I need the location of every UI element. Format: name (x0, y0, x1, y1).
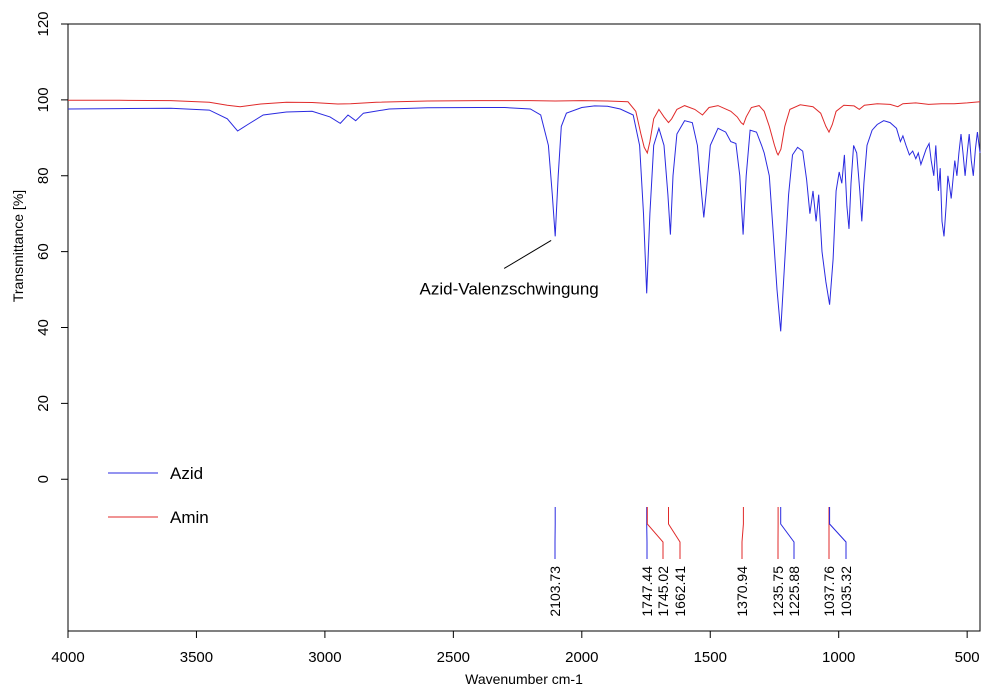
series-line-amin (68, 99, 981, 156)
peak-marker-label: 1370.94 (734, 566, 750, 617)
y-axis-label: Transmittance [%] (10, 190, 26, 302)
peak-marker-label: 1035.32 (838, 566, 854, 617)
peak-marker-label: 1747.44 (639, 566, 655, 617)
peak-marker-label: 1037.76 (821, 566, 837, 617)
peak-marker-label: 1745.02 (655, 566, 671, 617)
y-tick-label: 20 (35, 395, 52, 412)
peak-marker-label: 2103.73 (547, 566, 563, 617)
annotation: Azid-Valenzschwingung (420, 240, 599, 298)
y-tick-label: 40 (35, 319, 52, 336)
x-tick-label: 2500 (437, 649, 470, 666)
x-tick-label: 3000 (308, 649, 341, 666)
x-tick-label: 500 (955, 649, 980, 666)
peak-marker-label: 1235.75 (770, 566, 786, 617)
annotation-label: Azid-Valenzschwingung (420, 279, 599, 298)
x-tick-label: 1000 (822, 649, 855, 666)
peak-marker-line (780, 507, 795, 559)
y-tick-label: 60 (35, 243, 52, 260)
x-tick-label: 3500 (180, 649, 213, 666)
peak-marker-label: 1662.41 (672, 566, 688, 617)
peak-markers: 2103.73 1747.44 1745.02 1662.41 1370.94 1235.… (547, 507, 854, 617)
y-tick-label: 0 (35, 475, 52, 483)
series-line-azid (67, 105, 981, 332)
y-axis: 0 20 40 60 80 100 120 (35, 11, 68, 483)
x-tick-label: 2000 (565, 649, 598, 666)
legend-label-amin: Amin (170, 508, 209, 527)
peak-marker-line (741, 507, 744, 559)
peak-marker-line (646, 507, 664, 559)
legend-label-azid: Azid (170, 464, 203, 483)
y-tick-label: 80 (35, 167, 52, 184)
y-tick-label: 120 (35, 11, 52, 36)
x-axis-label: Wavenumber cm-1 (465, 671, 583, 687)
x-tick-label: 1500 (694, 649, 727, 666)
plot-frame (67, 23, 981, 632)
legend: Azid Amin (108, 464, 209, 527)
x-axis: 4000 3500 3000 2500 2000 1500 1000 500 (51, 631, 980, 666)
peak-marker-line (829, 507, 847, 559)
annotation-pointer (503, 240, 552, 269)
x-tick-label: 4000 (51, 649, 84, 666)
series-layer (67, 99, 981, 332)
peak-marker-label: 1225.88 (786, 566, 802, 617)
y-tick-label: 100 (35, 87, 52, 112)
peak-marker-line (668, 507, 681, 559)
